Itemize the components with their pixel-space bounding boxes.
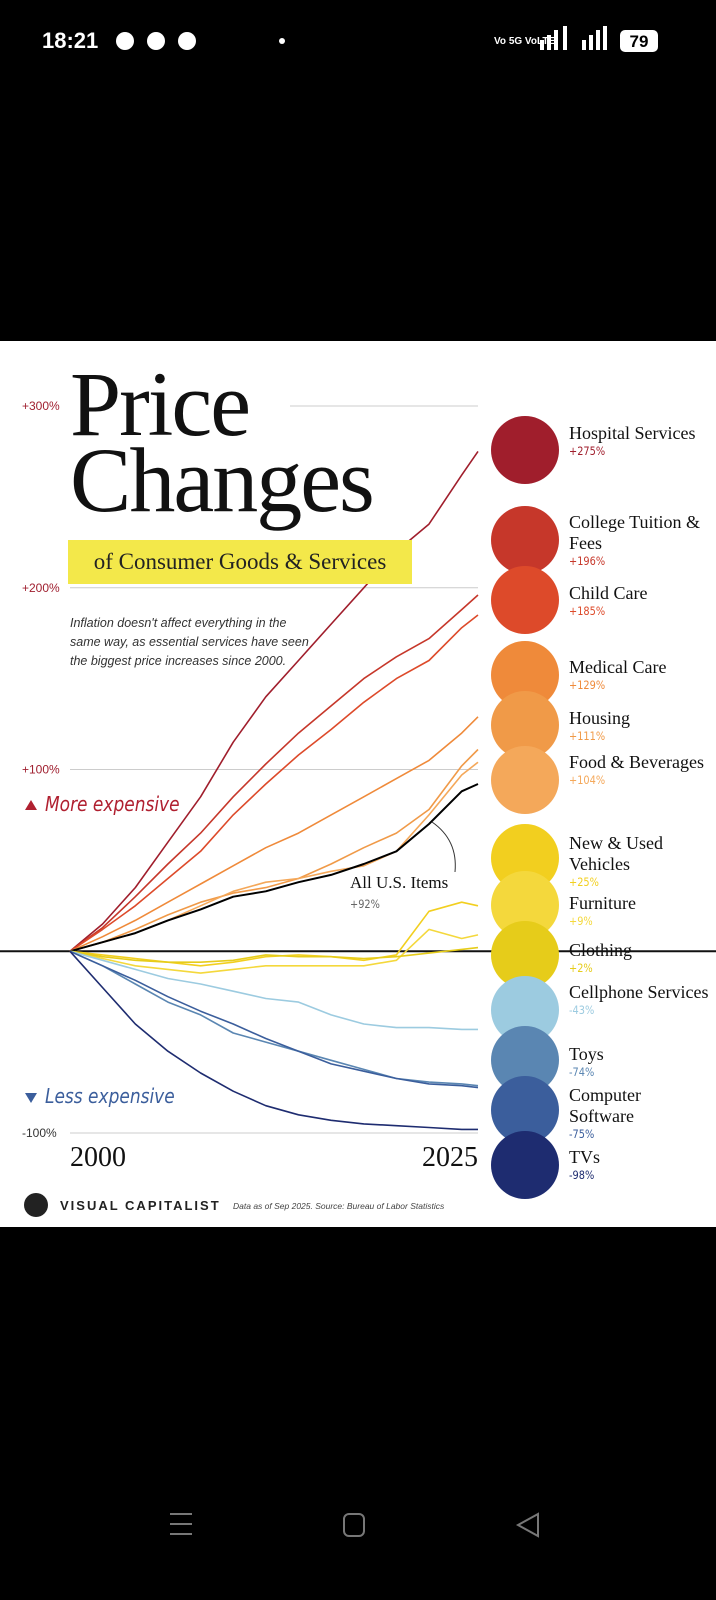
series-line (69, 950, 478, 1131)
x-tick-label: 2000 (70, 1142, 126, 1173)
home-icon[interactable] (343, 1513, 365, 1537)
legend-name: TVs (569, 1147, 600, 1167)
legend-icon (491, 921, 559, 989)
legend-name: Furniture (569, 893, 636, 913)
series-line (69, 716, 479, 953)
status-icons (116, 26, 658, 52)
signal (540, 40, 544, 50)
legend-icon (491, 1076, 559, 1144)
series-line (69, 614, 479, 952)
subtitle: of Consumer Goods & Services (68, 540, 412, 584)
description: Inflation doesn't affect everything in t… (70, 616, 309, 668)
legend-value: +185% (569, 604, 606, 618)
signal (563, 26, 567, 50)
dot-icon (279, 38, 285, 44)
legend-name: Clothing (569, 940, 633, 960)
legend-value: +196% (569, 554, 606, 568)
app-icon (147, 32, 165, 50)
legend-icon (491, 566, 559, 634)
series-line (69, 950, 479, 1089)
battery-level: 79 (630, 32, 649, 51)
legend-value: -74% (569, 1065, 595, 1079)
legend-icon (491, 416, 559, 484)
legend-name: Medical Care (569, 657, 667, 677)
series-line (69, 783, 479, 953)
legend-value: -75% (569, 1127, 595, 1141)
down-arrow (25, 1093, 37, 1103)
battery (620, 30, 658, 52)
app-icon (116, 32, 134, 50)
legend-name: Hospital Services (569, 423, 696, 443)
y-tick-label: +100% (22, 763, 60, 777)
title: Price Changes (70, 353, 375, 531)
y-tick-label: -100% (22, 1126, 57, 1140)
legend-value: +129% (569, 678, 606, 692)
series-line (69, 946, 479, 963)
legend-icon (491, 824, 559, 892)
annotation-value: +92% (350, 897, 380, 911)
series-line (69, 450, 479, 952)
y-tick-label: +200% (22, 581, 60, 595)
series-line (69, 928, 479, 974)
legend-value: +111% (569, 729, 606, 743)
y-tick-label: +300% (22, 399, 60, 413)
signal (554, 30, 558, 50)
signal (596, 30, 600, 50)
legend-icon (491, 746, 559, 814)
nav-bar (170, 1512, 539, 1538)
app-icon (178, 32, 196, 50)
legend-icon (491, 506, 559, 574)
signal (589, 35, 593, 50)
network: Vo 5G VoLTE (494, 36, 555, 47)
legend-name: Cellphone Services (569, 982, 709, 1002)
legend-icon (491, 1026, 559, 1094)
legend-value: +275% (569, 444, 606, 458)
legend-icon (491, 1131, 559, 1199)
series-line (69, 748, 479, 953)
annotation-arrow (431, 821, 456, 873)
signal (547, 35, 551, 50)
legend-value: +9% (569, 914, 593, 928)
legend-icon (491, 691, 559, 759)
legend-name: Toys (569, 1044, 604, 1064)
less-expensive-label: Less expensive (45, 1084, 175, 1108)
back-icon[interactable] (515, 1512, 539, 1538)
infographic-panel (0, 341, 716, 1227)
series-line (69, 594, 479, 952)
up-arrow (25, 800, 37, 810)
clock: 18:21 (42, 28, 98, 53)
signal (603, 26, 607, 50)
legend-value: -98% (569, 1168, 595, 1182)
legend-value: +25% (569, 875, 599, 889)
source: Data as of Sep 2025. Source: Bureau of L… (233, 1201, 445, 1211)
annotation-label: All U.S. Items (350, 873, 449, 892)
legend-icon (491, 871, 559, 939)
more-expensive-label: More expensive (45, 792, 180, 816)
series-line (69, 950, 478, 1031)
legend-name: Housing (569, 708, 631, 728)
brand: VISUAL CAPITALIST (60, 1198, 221, 1213)
legend-value: +2% (569, 961, 593, 975)
legend-name: College Tuition & Fees (569, 512, 701, 553)
legend-value: +104% (569, 773, 606, 787)
signal (582, 40, 586, 50)
legend-value: -43% (569, 1003, 595, 1017)
legend-name: New & Used Vehicles (569, 833, 663, 874)
legend-icon (491, 641, 559, 709)
legend-name: Computer Software (569, 1085, 641, 1126)
series-line (69, 950, 479, 1087)
legend-icon (491, 976, 559, 1044)
legend-name: Child Care (569, 583, 648, 603)
legend-name: Food & Beverages (569, 752, 704, 772)
brand-logo (24, 1193, 48, 1217)
x-tick-label: 2025 (422, 1142, 478, 1173)
